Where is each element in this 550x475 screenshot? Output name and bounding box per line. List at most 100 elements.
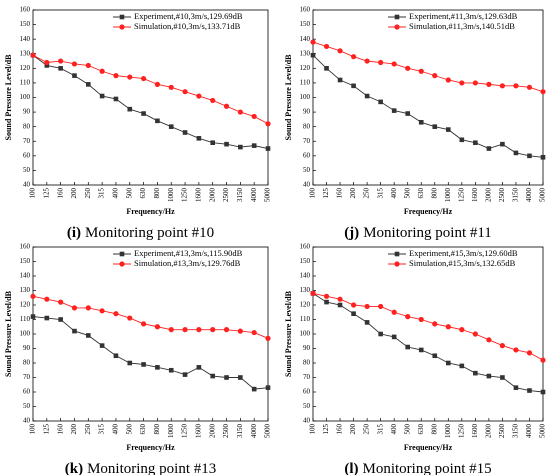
series-line (312, 292, 544, 361)
marker (251, 329, 257, 336)
marker (182, 327, 188, 333)
marker (44, 59, 50, 66)
marker (182, 89, 188, 95)
x-tick-label: 4000 (250, 424, 258, 439)
marker (224, 141, 229, 147)
x-tick-label: 630 (139, 188, 147, 199)
marker (418, 119, 424, 125)
marker (224, 375, 229, 380)
series-line (32, 316, 269, 390)
marker (445, 360, 451, 366)
x-tick-label: 315 (376, 424, 384, 435)
y-tick-label: 70 (303, 137, 311, 145)
x-tick-label: 400 (390, 424, 398, 435)
y-axis-label: Sound Pressure Level/dB (284, 290, 293, 377)
marker (391, 108, 397, 113)
marker (251, 113, 257, 120)
x-tick-label: 5000 (264, 188, 272, 203)
caption-label: (l) (344, 461, 358, 475)
marker (71, 61, 78, 67)
marker (323, 43, 330, 50)
x-tick-label: 630 (139, 424, 147, 435)
marker (168, 367, 174, 373)
legend-label: Experiment,#13,3m/s,115.90dB (134, 248, 243, 258)
marker (210, 97, 216, 104)
marker (473, 370, 478, 376)
marker (351, 83, 356, 89)
marker (378, 59, 384, 66)
x-tick-label: 160 (56, 424, 64, 435)
y-tick-label: 140 (20, 35, 31, 43)
marker (127, 315, 133, 321)
caption: (k) Monitoring point #13 (65, 461, 217, 475)
y-tick-label: 130 (300, 286, 311, 294)
marker (486, 81, 492, 87)
x-tick-label: 250 (363, 424, 371, 435)
y-tick-label: 100 (20, 330, 31, 338)
y-tick-label: 90 (303, 108, 311, 116)
y-tick-label: 150 (300, 257, 311, 265)
marker (405, 111, 411, 116)
x-tick-label: 500 (125, 188, 133, 199)
x-tick-label: 125 (42, 188, 50, 199)
series-line (312, 54, 544, 158)
marker (238, 375, 243, 380)
x-tick-label: 1600 (194, 188, 202, 203)
marker (513, 385, 519, 390)
y-tick-label: 160 (20, 243, 31, 251)
y-tick-label: 80 (23, 359, 31, 367)
y-tick-label: 50 (23, 166, 31, 174)
marker (540, 357, 546, 363)
y-tick-label: 110 (20, 315, 31, 323)
marker (210, 140, 216, 146)
marker (210, 327, 216, 333)
x-tick-label: 3150 (236, 188, 244, 203)
marker (265, 335, 271, 341)
marker (265, 121, 271, 127)
x-tick-label: 100 (29, 188, 37, 199)
y-tick-label: 80 (303, 359, 311, 367)
marker (526, 350, 533, 356)
marker (432, 321, 438, 327)
marker (499, 83, 506, 89)
y-tick-label: 150 (20, 257, 31, 265)
marker (113, 311, 119, 317)
marker (337, 77, 343, 83)
marker (540, 89, 546, 95)
caption: (i) Monitoring point #10 (67, 225, 214, 241)
x-tick-label: 3150 (512, 188, 520, 203)
marker (445, 77, 451, 83)
marker (445, 324, 451, 330)
series-line (32, 54, 269, 149)
marker (182, 130, 188, 135)
marker (223, 327, 230, 333)
marker (394, 251, 400, 257)
y-tick-label: 120 (20, 301, 31, 309)
marker (154, 324, 161, 330)
marker (459, 363, 465, 369)
marker (459, 80, 465, 86)
y-tick-label: 60 (23, 388, 31, 396)
x-axis-label: Frequency/Hz (404, 443, 453, 452)
marker (58, 317, 63, 322)
marker (210, 373, 216, 379)
x-tick-label: 125 (322, 424, 330, 435)
marker (350, 54, 357, 60)
marker (196, 327, 202, 333)
x-tick-label: 800 (430, 424, 438, 435)
marker (251, 143, 257, 148)
y-tick-label: 120 (300, 301, 311, 309)
x-tick-label: 1600 (194, 424, 202, 439)
y-tick-label: 70 (23, 373, 31, 381)
marker (324, 299, 329, 305)
x-tick-label: 5000 (539, 424, 547, 439)
y-tick-label: 110 (20, 79, 31, 87)
x-tick-label: 2500 (498, 423, 506, 438)
marker (394, 14, 400, 20)
x-tick-label: 400 (390, 188, 398, 199)
x-tick-label: 125 (42, 424, 50, 435)
y-axis-label: Sound Pressure Level/dB (4, 290, 13, 377)
marker (44, 63, 50, 68)
marker (527, 388, 532, 393)
